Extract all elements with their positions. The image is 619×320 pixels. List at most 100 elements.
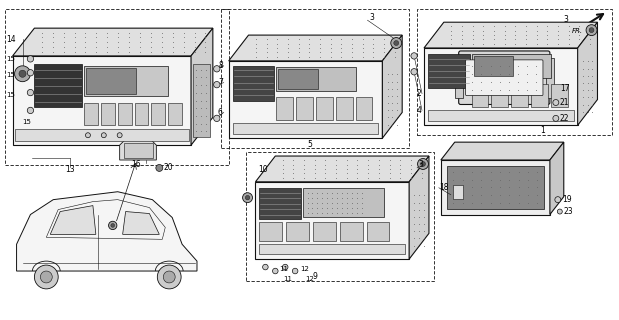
Bar <box>551 84 568 108</box>
Polygon shape <box>383 35 402 138</box>
Text: 22: 22 <box>560 114 569 123</box>
Bar <box>455 58 462 98</box>
Text: 12: 12 <box>301 266 310 272</box>
FancyBboxPatch shape <box>465 60 543 96</box>
Text: 5: 5 <box>308 140 313 148</box>
Text: 12: 12 <box>306 276 314 282</box>
Bar <box>417 9 612 135</box>
Circle shape <box>111 224 115 227</box>
Circle shape <box>411 53 417 59</box>
Text: 19: 19 <box>562 195 571 204</box>
Text: 14: 14 <box>7 35 16 44</box>
Text: 13: 13 <box>65 165 75 174</box>
Text: 4: 4 <box>416 106 421 115</box>
Polygon shape <box>50 206 96 234</box>
Bar <box>233 66 274 100</box>
Bar <box>276 67 355 91</box>
Text: 11: 11 <box>284 276 293 282</box>
Bar <box>472 84 488 108</box>
Text: 3: 3 <box>369 13 374 22</box>
Circle shape <box>553 116 559 121</box>
Circle shape <box>214 82 220 88</box>
Circle shape <box>418 158 428 169</box>
Text: FR.: FR. <box>572 28 583 34</box>
Bar <box>84 103 98 125</box>
Circle shape <box>245 196 250 200</box>
Bar <box>35 64 82 108</box>
Text: 15: 15 <box>22 119 32 125</box>
Text: 6: 6 <box>218 108 223 117</box>
Text: 1: 1 <box>540 126 545 135</box>
Bar <box>531 84 548 108</box>
Bar <box>134 103 149 125</box>
Circle shape <box>394 41 399 45</box>
Text: 15: 15 <box>7 72 15 78</box>
Text: 3: 3 <box>563 15 568 24</box>
Polygon shape <box>441 142 564 160</box>
Bar <box>279 69 318 89</box>
Circle shape <box>157 265 181 289</box>
Text: 11: 11 <box>279 266 288 272</box>
Bar <box>12 56 191 145</box>
Text: 7: 7 <box>218 78 223 87</box>
Circle shape <box>214 66 220 72</box>
Circle shape <box>391 37 402 48</box>
Bar <box>472 54 551 78</box>
Circle shape <box>156 164 163 172</box>
Bar <box>296 97 313 120</box>
Bar <box>228 61 383 138</box>
Bar <box>256 182 409 259</box>
Text: 16: 16 <box>132 160 141 170</box>
Text: 10: 10 <box>259 165 268 174</box>
Polygon shape <box>424 22 597 48</box>
Bar <box>86 68 136 93</box>
Bar <box>259 244 405 254</box>
Bar <box>447 166 544 209</box>
Text: 17: 17 <box>560 84 569 93</box>
Circle shape <box>163 271 175 283</box>
Text: 23: 23 <box>564 207 573 216</box>
Circle shape <box>27 69 33 76</box>
FancyBboxPatch shape <box>459 51 550 105</box>
Polygon shape <box>228 35 402 61</box>
Text: 15: 15 <box>7 92 15 98</box>
Bar <box>168 103 182 125</box>
Bar <box>452 185 462 199</box>
Polygon shape <box>409 156 429 259</box>
Polygon shape <box>256 156 429 182</box>
Bar <box>259 188 301 220</box>
Circle shape <box>589 28 594 33</box>
Bar <box>491 84 508 108</box>
Bar <box>428 54 470 88</box>
Circle shape <box>411 68 417 75</box>
Bar <box>335 97 353 120</box>
Polygon shape <box>123 212 159 234</box>
Circle shape <box>272 268 278 274</box>
Text: 3: 3 <box>418 160 423 170</box>
Bar <box>221 9 409 148</box>
Circle shape <box>292 268 298 274</box>
Bar <box>152 103 165 125</box>
Polygon shape <box>119 140 157 160</box>
Circle shape <box>15 66 30 82</box>
Bar <box>428 110 574 121</box>
Bar <box>340 222 363 241</box>
Polygon shape <box>550 142 564 214</box>
Bar <box>259 222 282 241</box>
Text: 2: 2 <box>416 89 421 98</box>
Bar <box>15 129 189 141</box>
Circle shape <box>27 89 33 96</box>
Text: 15: 15 <box>7 56 15 62</box>
Bar <box>546 58 554 98</box>
Circle shape <box>102 133 106 138</box>
Bar <box>193 64 210 137</box>
Bar <box>511 84 528 108</box>
Bar <box>441 160 550 214</box>
Bar <box>313 222 335 241</box>
Circle shape <box>214 115 220 122</box>
Circle shape <box>555 197 561 203</box>
Text: 8: 8 <box>218 61 223 70</box>
Circle shape <box>27 56 33 62</box>
Circle shape <box>262 264 268 270</box>
Bar <box>101 103 115 125</box>
